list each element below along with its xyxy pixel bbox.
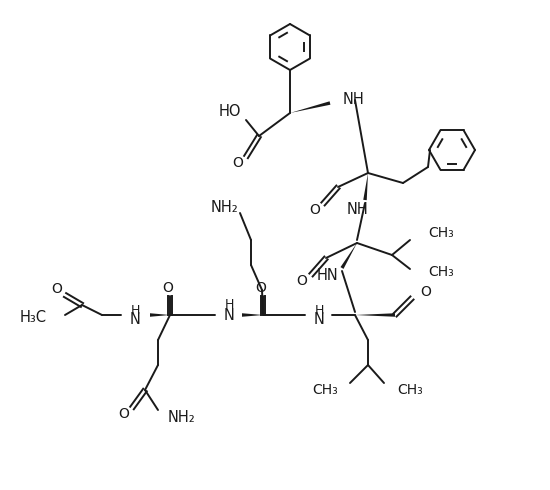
Text: H: H	[224, 298, 234, 312]
Polygon shape	[242, 313, 263, 317]
Text: N: N	[314, 313, 324, 327]
Text: H₃C: H₃C	[20, 311, 47, 325]
Text: CH₃: CH₃	[428, 265, 454, 279]
Text: O: O	[296, 274, 307, 288]
Polygon shape	[290, 101, 331, 113]
Polygon shape	[150, 313, 170, 317]
Text: O: O	[52, 282, 63, 296]
Text: O: O	[256, 281, 266, 295]
Text: O: O	[310, 203, 321, 217]
Text: HO: HO	[219, 104, 241, 120]
Text: HN: HN	[317, 269, 339, 284]
Text: NH₂: NH₂	[168, 410, 196, 424]
Text: CH₃: CH₃	[397, 383, 423, 397]
Text: CH₃: CH₃	[428, 226, 454, 240]
Text: H: H	[314, 304, 324, 318]
Text: NH₂: NH₂	[211, 199, 239, 215]
Text: H: H	[130, 304, 140, 318]
Text: O: O	[233, 156, 244, 170]
Text: NH: NH	[343, 93, 365, 107]
Text: N: N	[130, 313, 140, 327]
Text: CH₃: CH₃	[312, 383, 338, 397]
Text: O: O	[163, 281, 173, 295]
Text: O: O	[420, 285, 431, 299]
Polygon shape	[363, 173, 368, 200]
Text: NH: NH	[347, 201, 369, 217]
Polygon shape	[340, 243, 357, 269]
Text: O: O	[119, 407, 129, 421]
Text: N: N	[223, 308, 234, 322]
Polygon shape	[355, 313, 395, 317]
